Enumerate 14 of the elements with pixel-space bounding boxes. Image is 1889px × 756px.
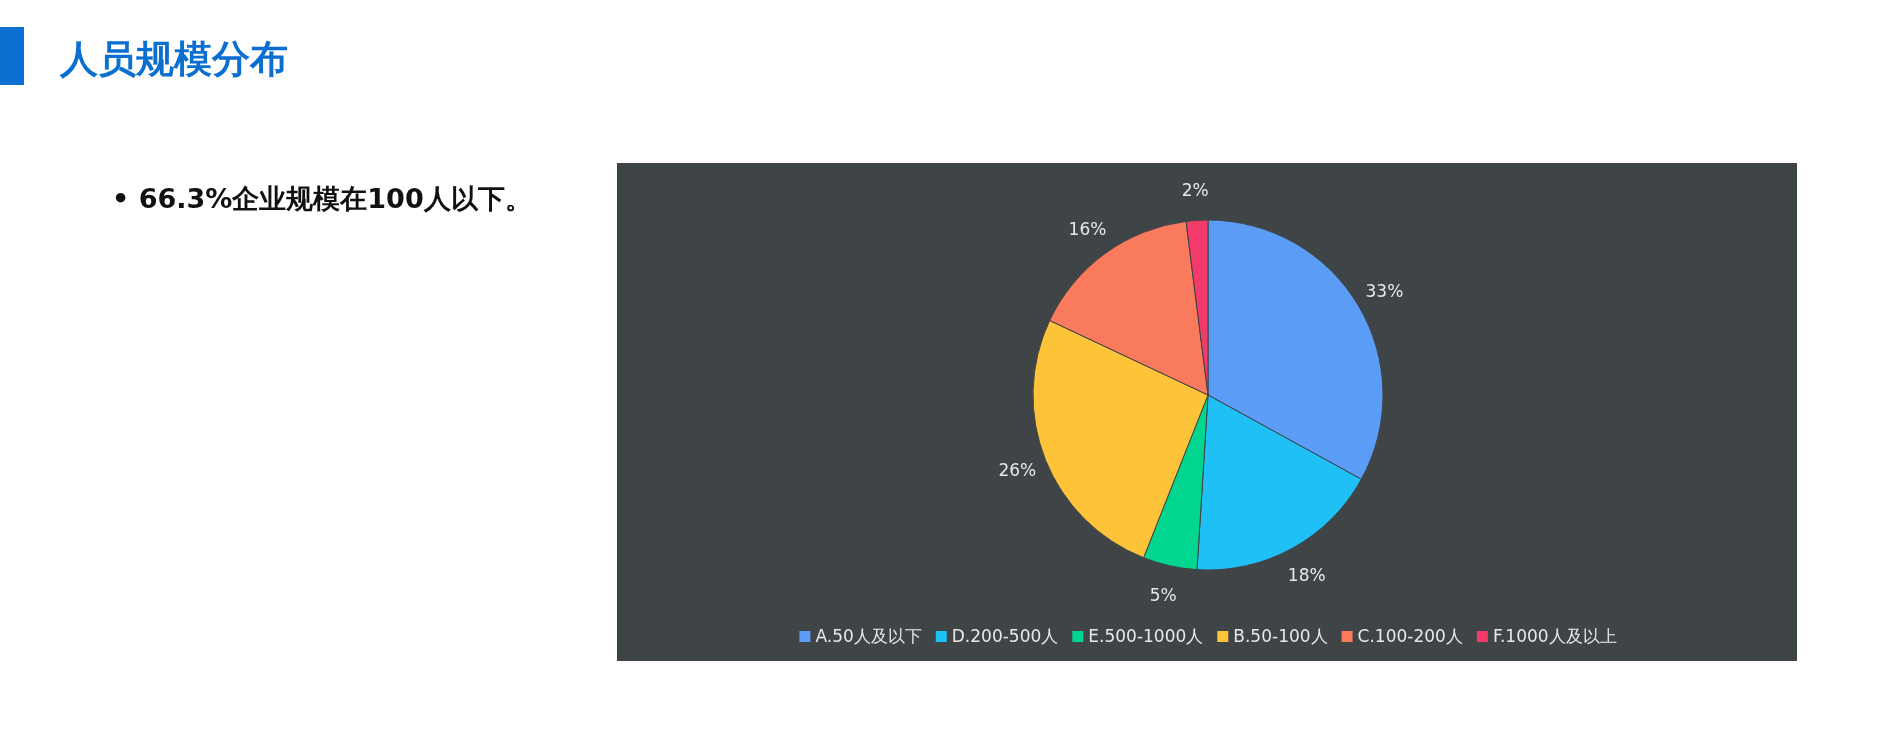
data-label: 5%: [1149, 585, 1177, 606]
text: • 66.3%企业规模在100人以下。: [112, 183, 532, 214]
legend-label: A.50人及以下: [815, 626, 922, 646]
legend-label: D.200-500人: [951, 626, 1059, 646]
text: 人员规模分布: [59, 37, 288, 81]
data-label: 26%: [998, 460, 1037, 481]
legend-label: C.100-200人: [1357, 626, 1463, 646]
data-label: 16%: [1068, 219, 1107, 240]
legend-label: B.50-100人: [1233, 626, 1328, 646]
legend-label: F.1000人及以上: [1492, 626, 1617, 646]
data-label: 33%: [1365, 280, 1404, 301]
data-label: 18%: [1287, 564, 1326, 585]
data-label: 2%: [1181, 180, 1209, 201]
legend-label: E.500-1000人: [1088, 626, 1204, 646]
